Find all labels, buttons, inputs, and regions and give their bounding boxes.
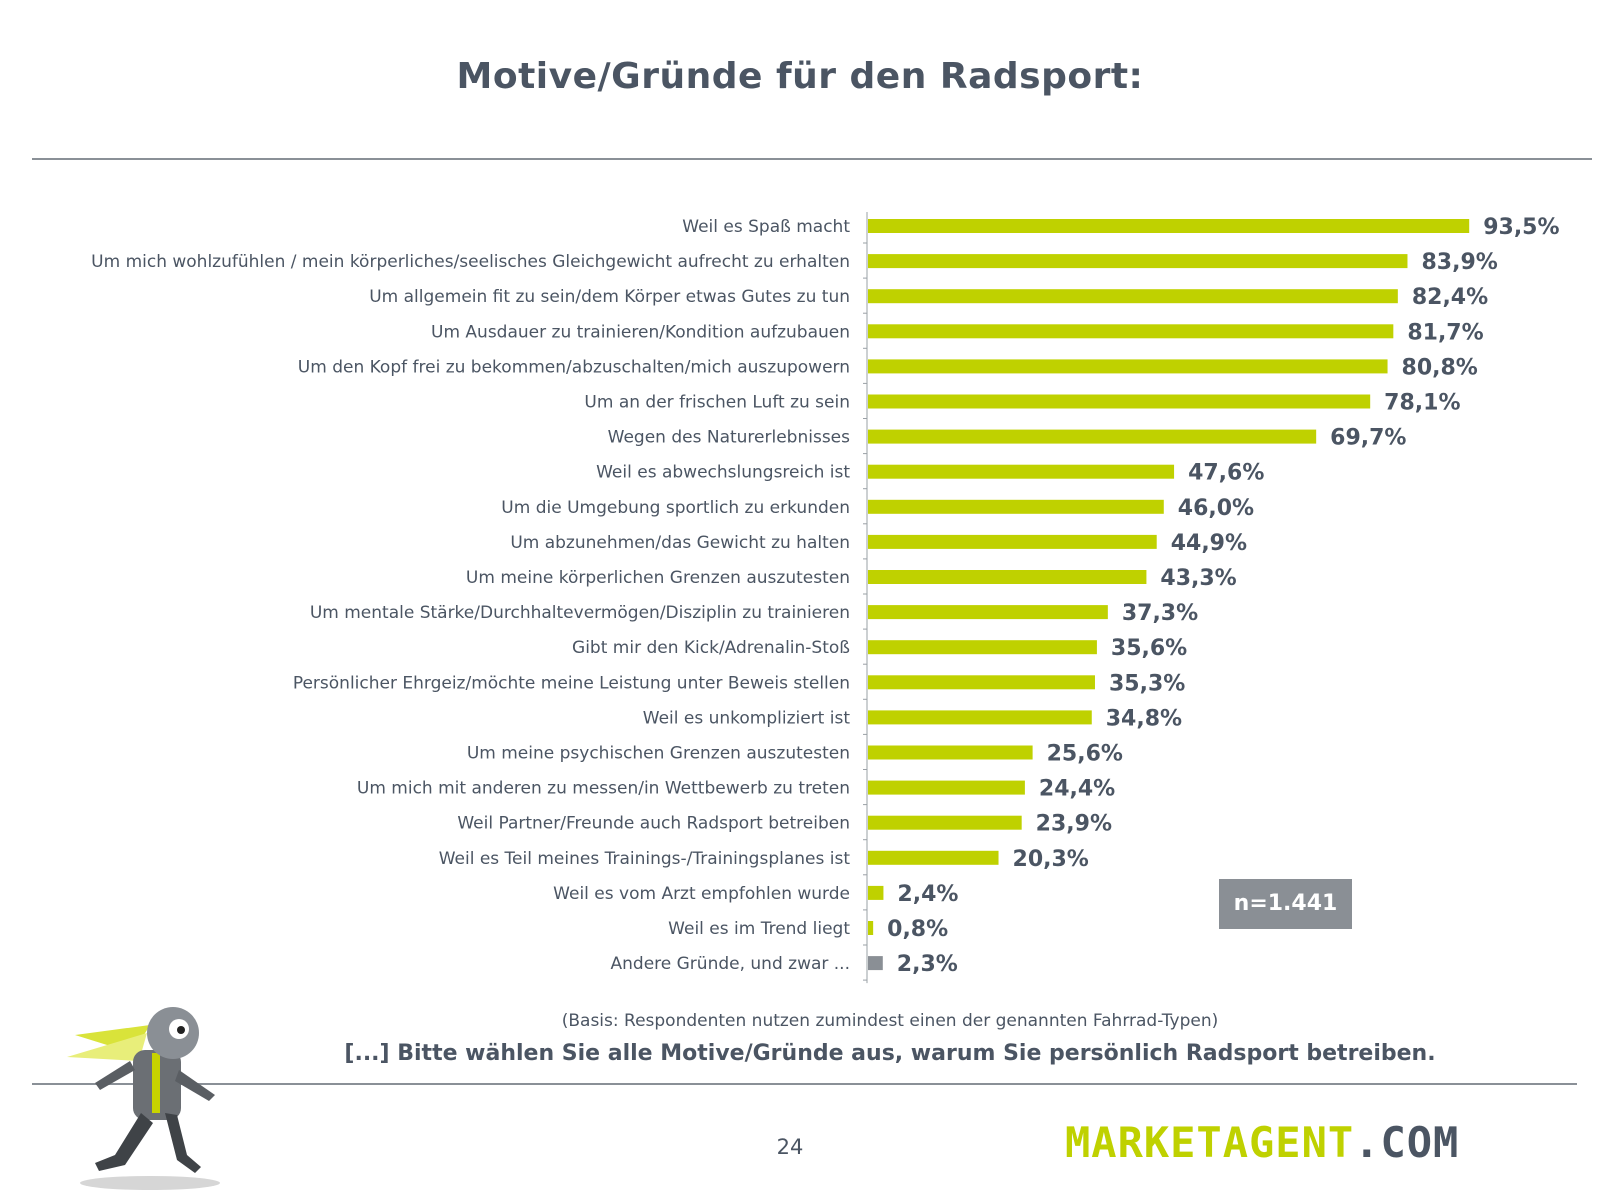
category-label: Um mich mit anderen zu messen/in Wettbew… <box>357 779 850 799</box>
category-label: Um Ausdauer zu trainieren/Kondition aufz… <box>431 322 850 342</box>
bar <box>868 464 1175 479</box>
category-label: Um abzunehmen/das Gewicht zu halten <box>510 533 850 553</box>
category-label: Gibt mir den Kick/Adrenalin-Stoß <box>572 638 850 658</box>
category-label: Um allgemein fit zu sein/dem Körper etwa… <box>369 287 850 307</box>
bar <box>868 289 1398 304</box>
value-label: 83,9% <box>1421 250 1497 275</box>
logo-part-2: .COM <box>1354 1118 1460 1167</box>
category-label: Um meine psychischen Grenzen auszutesten <box>467 744 850 764</box>
bar-chart: Weil es Spaß macht 93,5% Um mich wohlzufüh… <box>91 212 1560 984</box>
value-label: 93,5% <box>1483 215 1559 240</box>
bar <box>868 394 1371 409</box>
category-label: Um an der frischen Luft zu sein <box>584 393 850 413</box>
value-label: 25,6% <box>1047 742 1123 767</box>
survey-question: [...] Bitte wählen Sie alle Motive/Gründ… <box>344 1041 1436 1066</box>
bar <box>868 710 1092 725</box>
value-label: 2,3% <box>897 952 958 977</box>
marketagent-logo: MARKETAGENT.COM <box>1065 1118 1459 1167</box>
bar <box>868 675 1095 690</box>
bar <box>868 956 883 971</box>
value-label: 81,7% <box>1407 320 1483 345</box>
bar <box>868 605 1108 620</box>
value-label: 44,9% <box>1171 531 1247 556</box>
basis-note: (Basis: Respondenten nutzen zumindest ei… <box>561 1011 1219 1031</box>
bar <box>868 921 874 935</box>
category-label: Um mentale Stärke/Durchhaltevermögen/Dis… <box>310 603 850 623</box>
value-label: 78,1% <box>1384 391 1460 416</box>
value-label: 24,4% <box>1039 777 1115 802</box>
value-label: 2,4% <box>897 882 958 907</box>
category-label: Weil es vom Arzt empfohlen wurde <box>553 884 850 904</box>
category-label: Andere Gründe, und zwar ... <box>611 954 851 974</box>
value-label: 20,3% <box>1013 847 1089 872</box>
category-label: Um die Umgebung sportlich zu erkunden <box>501 498 850 518</box>
bottom-divider <box>32 1083 1577 1085</box>
category-label: Weil es unkompliziert ist <box>643 708 851 728</box>
category-label: Um mich wohlzufühlen / mein körperliches… <box>91 252 850 272</box>
category-label: Weil Partner/Freunde auch Radsport betre… <box>457 814 850 834</box>
page-number: 24 <box>776 1135 804 1159</box>
category-label: Weil es abwechslungsreich ist <box>596 463 850 483</box>
value-label: 37,3% <box>1122 601 1198 626</box>
top-divider <box>32 158 1592 160</box>
value-label: 47,6% <box>1188 461 1264 486</box>
logo-part-1: MARKETAGENT <box>1065 1118 1355 1167</box>
value-label: 34,8% <box>1106 706 1182 731</box>
bar <box>868 359 1388 374</box>
bar <box>868 640 1097 655</box>
value-label: 43,3% <box>1160 566 1236 591</box>
category-label: Persönlicher Ehrgeiz/möchte meine Leistu… <box>293 673 850 693</box>
value-label: 82,4% <box>1412 285 1488 310</box>
category-label: Wegen des Naturerlebnisses <box>608 428 850 448</box>
category-label: Weil es im Trend liegt <box>668 919 850 939</box>
bar <box>868 429 1317 444</box>
bar <box>868 745 1033 760</box>
category-label: Weil es Spaß macht <box>682 217 850 237</box>
category-label: Weil es Teil meines Trainings-/Trainings… <box>439 849 851 869</box>
page-title: Motive/Gründe für den Radsport: <box>456 56 1144 97</box>
bar <box>868 850 999 865</box>
bar <box>868 780 1025 795</box>
bar <box>868 815 1022 830</box>
value-label: 69,7% <box>1330 426 1406 451</box>
value-label: 46,0% <box>1178 496 1254 521</box>
bar <box>868 534 1157 549</box>
running-mascot-icon <box>67 1007 220 1190</box>
value-label: 23,9% <box>1036 812 1112 837</box>
bar <box>868 499 1164 514</box>
bar <box>868 324 1394 339</box>
category-label: Um den Kopf frei zu bekommen/abzuschalte… <box>298 357 850 377</box>
bar <box>868 254 1408 269</box>
category-label: Um meine körperlichen Grenzen auszuteste… <box>466 568 850 588</box>
value-label: 80,8% <box>1402 355 1478 380</box>
value-label: 35,6% <box>1111 636 1187 661</box>
sample-size-badge: n=1.441 <box>1219 879 1352 929</box>
value-label: 0,8% <box>887 917 948 942</box>
bar <box>868 885 884 900</box>
bar <box>868 219 1470 233</box>
value-label: 35,3% <box>1109 671 1185 696</box>
bar <box>868 570 1147 584</box>
